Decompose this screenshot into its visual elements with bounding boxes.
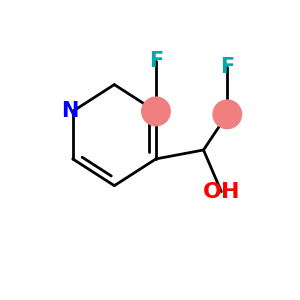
Text: OH: OH [202, 182, 240, 202]
Text: F: F [220, 57, 234, 77]
Text: N: N [61, 101, 78, 122]
Text: F: F [149, 51, 163, 71]
Circle shape [213, 100, 242, 129]
Circle shape [142, 97, 170, 126]
